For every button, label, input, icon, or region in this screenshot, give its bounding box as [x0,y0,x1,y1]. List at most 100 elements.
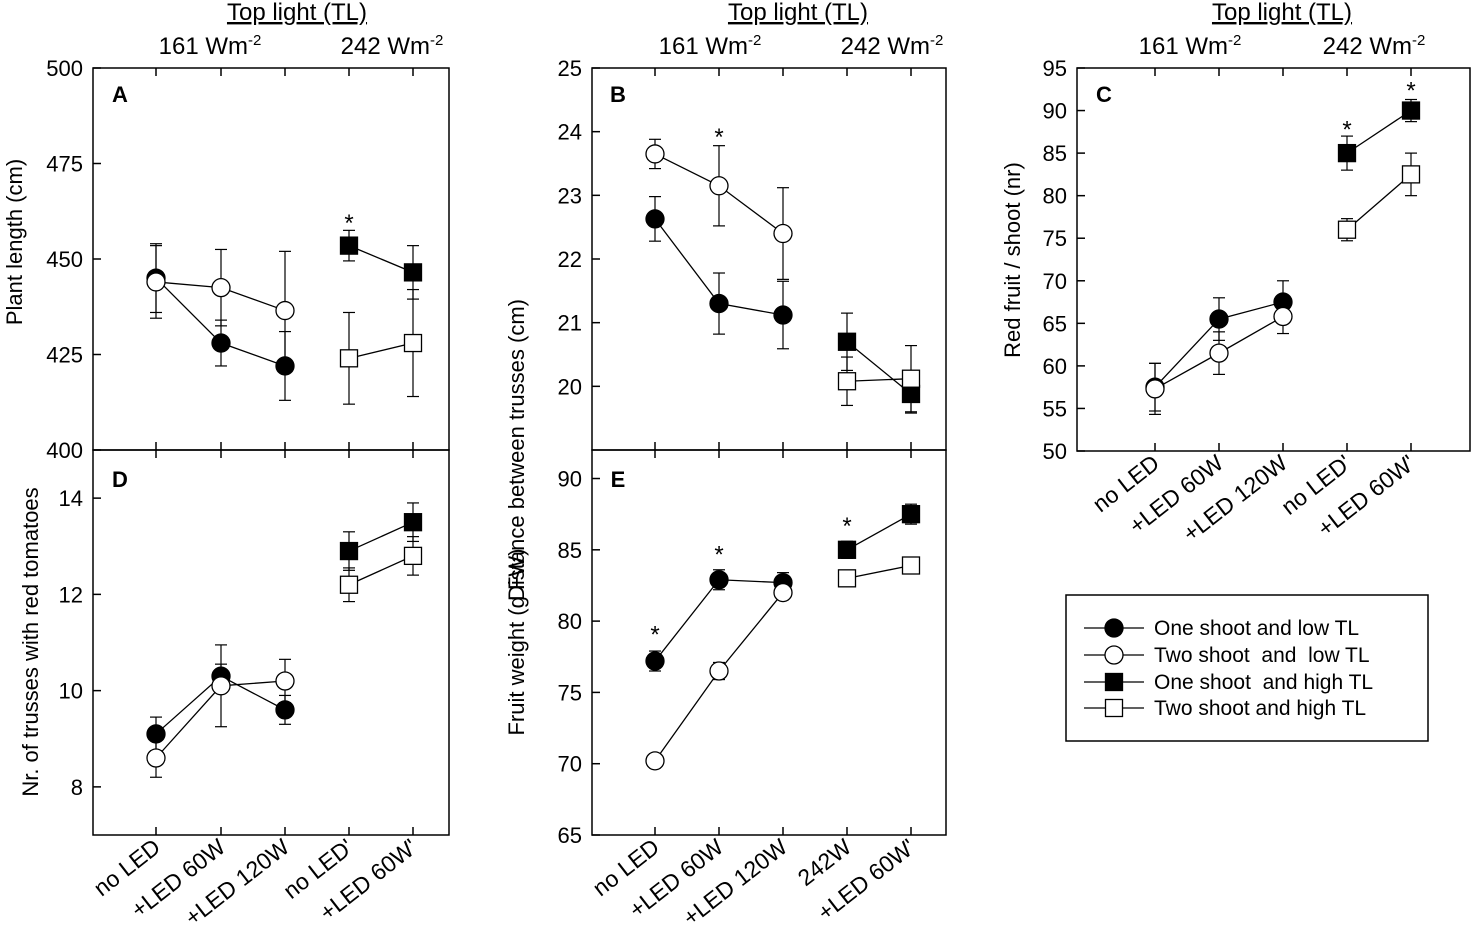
data-point [1273,306,1293,327]
data-point [645,751,665,771]
series-line [348,521,414,552]
significance-star: * [344,210,353,237]
data-point [275,671,295,691]
data-point [645,651,665,671]
data-point [645,209,665,229]
panel-d: D Nr. of trusses with red tomatoes 8 10 12 14… [18,449,450,931]
series-open-circle [146,245,295,371]
data-point [645,144,665,164]
y-tick-label: 85 [558,538,582,563]
data-point [837,569,857,588]
data-point [837,540,857,559]
intensity-low-right: 161 Wm-2 [1139,32,1242,60]
legend-marker [1104,645,1124,665]
series-line [654,579,784,662]
series-open-circle [645,582,793,771]
y-axis-label: Fruit weight (g FW) [504,548,529,735]
panel-c: C Red fruit / shoot (nr) 50 55 60 65 70 75 80 85 9… [1000,56,1471,547]
y-tick-label: 50 [1043,439,1067,464]
legend-box [1065,594,1429,742]
data-point [275,300,295,321]
series-filled-circle [645,569,793,672]
y-tick-label: 95 [1043,56,1067,81]
intensity-low-middle: 161 Wm-2 [659,32,762,60]
data-point [211,333,231,353]
y-tick-label: 55 [1043,396,1067,421]
series-open-square [837,344,921,413]
data-point [901,369,921,388]
panel-letter: D [112,467,128,492]
series-line [846,513,912,551]
header-right: Top light (TL) 161 Wm-2 242 Wm-2 [1139,0,1426,60]
series-open-circle [146,644,295,778]
series-open-square [339,288,423,405]
significance-star: * [1342,117,1351,144]
data-point [403,513,423,532]
panel-frame [591,449,947,836]
y-tick-label: 85 [1043,141,1067,166]
data-point [1209,309,1229,329]
y-tick-label: 70 [1043,269,1067,294]
series-open-circle [645,138,793,280]
series-line [348,245,414,273]
y-tick-label: 80 [558,609,582,634]
legend-entry: Two shoot and high TL [1084,697,1366,720]
y-axis-label: Nr. of trusses with red tomatoes [18,487,43,796]
series-line [1346,110,1412,154]
y-tick-label: 20 [558,374,582,399]
legend-label: One shoot and low TL [1154,617,1359,640]
legend-entry: Two shoot and low TL [1084,644,1370,667]
y-tick-label: 14 [59,486,83,511]
data-point [709,293,729,314]
panel-letter: E [611,467,626,492]
series-line [846,378,912,382]
intensity-low-left: 161 Wm-2 [159,32,262,60]
panel-letter: A [112,82,128,107]
data-point [773,582,793,603]
data-point [901,505,921,524]
data-point [275,700,295,720]
data-point [1337,143,1357,163]
data-point [901,556,921,575]
y-tick-label: 21 [558,311,582,336]
series-open-square [837,556,921,588]
series-open-square [339,536,423,603]
intensity-high-left: 242 Wm-2 [341,32,444,60]
panel-frame [591,67,947,451]
series-filled-circle [645,196,793,350]
significance-star: * [650,622,659,649]
y-tick-label: 65 [558,823,582,848]
intensity-high-right: 242 Wm-2 [1323,32,1426,60]
header-middle: Top light (TL) 161 Wm-2 242 Wm-2 [659,0,944,60]
panel-letter: C [1096,82,1112,107]
series-open-square [1337,152,1421,242]
top-light-title-middle: Top light (TL) [728,0,868,26]
data-point [773,305,793,325]
data-point [709,661,729,681]
y-tick-label: 60 [1043,354,1067,379]
series-filled-square [339,229,423,300]
legend-entry: One shoot and high TL [1084,671,1373,694]
series-line [846,341,912,395]
y-tick-label: 400 [46,438,83,463]
panel-a: A Plant length (cm) 400 425 450 475 500 * [2,56,450,463]
y-tick-label: 90 [558,467,582,492]
legend-label: Two shoot and high TL [1154,697,1366,720]
significance-star: * [1406,77,1415,104]
series-line [846,564,912,579]
y-tick-label: 12 [59,582,83,607]
y-axis-label: Red fruit / shoot (nr) [1000,162,1025,358]
data-point [1337,220,1357,239]
panel-frame [92,67,450,451]
series-filled-square [837,503,921,559]
data-point [339,541,359,561]
panel-b: B Distance between trusses (cm) 20 21 22 23 24… [504,56,947,601]
data-point [1145,379,1165,399]
intensity-high-middle: 242 Wm-2 [841,32,944,60]
data-point [146,272,166,292]
data-point [146,748,166,768]
y-tick-label: 450 [46,247,83,272]
y-tick-label: 90 [1043,99,1067,124]
legend-marker [1104,672,1124,692]
